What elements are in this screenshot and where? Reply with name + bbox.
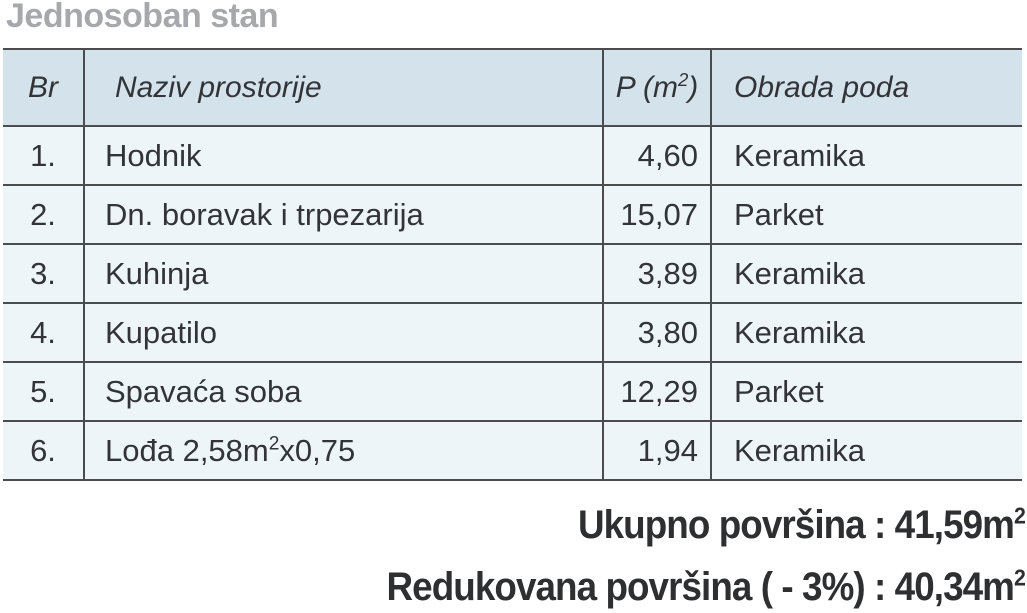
floor-finish: Parket <box>710 361 1022 422</box>
floor-finish: Keramika <box>710 420 1022 481</box>
floor-finish: Keramika <box>710 125 1022 186</box>
row-number: 5. <box>3 361 84 422</box>
room-area: 15,07 <box>602 184 711 245</box>
header-room-name: Naziv prostorije <box>83 48 603 127</box>
reduced-area-text: Redukovana površina ( - 3%) : 40,34m <box>386 565 1015 609</box>
header-area-close: ) <box>688 70 699 104</box>
room-name: Kuhinja <box>83 243 603 304</box>
room-area: 4,60 <box>602 125 711 186</box>
room-name: Lođa 2,58m2x0,75 <box>83 420 603 481</box>
header-area-superscript: 2 <box>677 68 689 90</box>
row-number: 6. <box>3 420 84 481</box>
totals: Ukupno površina : 41,59m2 Redukovana pov… <box>331 494 1026 613</box>
room-name-text: Dn. boravak i trpezarija <box>105 196 424 232</box>
header-row: Br Naziv prostorije P (m2) Obrada poda <box>3 48 1022 127</box>
room-name-text: Kupatilo <box>105 314 218 350</box>
room-name-suffix: x0,75 <box>279 432 356 468</box>
room-name: Hodnik <box>83 125 603 186</box>
table-row: 6. Lođa 2,58m2x0,75 1,94 Keramika <box>3 420 1022 481</box>
room-name: Dn. boravak i trpezarija <box>83 184 603 245</box>
table-row: 3. Kuhinja 3,89 Keramika <box>3 243 1022 304</box>
header-number: Br <box>3 48 84 127</box>
page-title: Jednosoban stan <box>6 0 279 35</box>
table-row: 2. Dn. boravak i trpezarija 15,07 Parket <box>3 184 1022 245</box>
header-area: P (m2) <box>602 48 711 127</box>
row-number: 3. <box>3 243 84 304</box>
floor-finish: Parket <box>710 184 1022 245</box>
room-name-text: Hodnik <box>105 137 202 173</box>
floor-finish: Keramika <box>710 243 1022 304</box>
row-number: 2. <box>3 184 84 245</box>
room-name: Kupatilo <box>83 302 603 363</box>
room-name-text: Kuhinja <box>105 255 209 291</box>
table-row: 5. Spavaća soba 12,29 Parket <box>3 361 1022 422</box>
room-area: 3,89 <box>602 243 711 304</box>
table-header: Br Naziv prostorije P (m2) Obrada poda <box>3 48 1022 127</box>
row-number: 1. <box>3 125 84 186</box>
header-area-text: P (m <box>615 70 678 104</box>
table-body: 1. Hodnik 4,60 Keramika 2. Dn. boravak i… <box>3 125 1022 481</box>
room-name-text: Spavaća soba <box>105 373 302 409</box>
room-name-superscript: 2 <box>268 433 280 455</box>
total-area-text: Ukupno površina : 41,59m <box>578 503 1015 547</box>
header-floor-finish: Obrada poda <box>710 48 1022 127</box>
reduced-area-superscript: 2 <box>1014 564 1026 591</box>
table-row: 1. Hodnik 4,60 Keramika <box>3 125 1022 186</box>
floor-finish: Keramika <box>710 302 1022 363</box>
room-area: 3,80 <box>602 302 711 363</box>
total-area-line: Ukupno površina : 41,59m2 <box>387 494 1026 556</box>
room-name: Spavaća soba <box>83 361 603 422</box>
row-number: 4. <box>3 302 84 363</box>
room-area: 1,94 <box>602 420 711 481</box>
room-name-text: Lođa 2,58m <box>105 432 269 468</box>
rooms-table: Br Naziv prostorije P (m2) Obrada poda 1… <box>3 48 1022 481</box>
reduced-area-line: Redukovana površina ( - 3%) : 40,34m2 <box>386 556 1026 613</box>
total-area-superscript: 2 <box>1014 502 1026 529</box>
room-area: 12,29 <box>602 361 711 422</box>
table-row: 4. Kupatilo 3,80 Keramika <box>3 302 1022 363</box>
